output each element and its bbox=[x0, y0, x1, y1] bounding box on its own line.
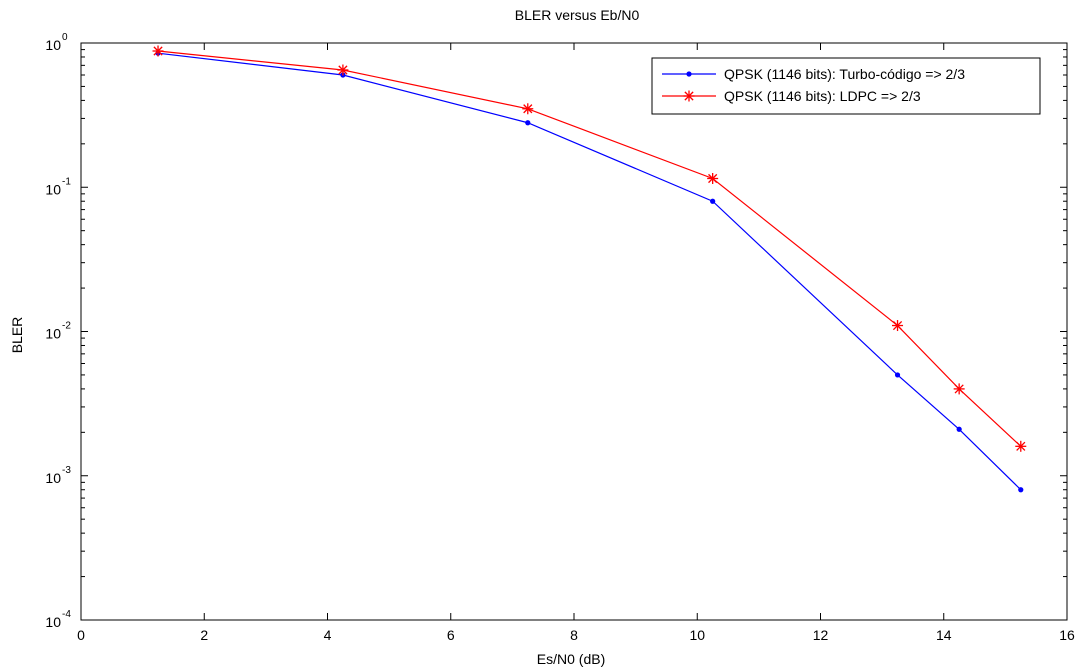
x-tick-label: 0 bbox=[77, 627, 85, 643]
y-tick-label: 10 -2 bbox=[45, 321, 71, 342]
y-tick-base: 10 bbox=[45, 181, 61, 197]
y-tick-label: 10 -3 bbox=[45, 465, 71, 486]
data-point bbox=[337, 64, 349, 76]
y-tick-label: 10 -4 bbox=[45, 609, 71, 630]
star-stroke bbox=[892, 320, 903, 331]
y-axis-label: BLER bbox=[9, 317, 25, 354]
x-tick-label: 14 bbox=[936, 627, 952, 643]
star-stroke bbox=[153, 46, 163, 56]
data-point bbox=[956, 426, 962, 432]
data-point bbox=[1015, 440, 1027, 452]
legend: QPSK (1146 bits): Turbo-código => 2/3 QPS… bbox=[651, 57, 1041, 115]
x-tick-label: 8 bbox=[570, 627, 578, 643]
legend-label: QPSK (1146 bits): Turbo-código => 2/3 bbox=[724, 66, 965, 82]
y-tick-exponent: -1 bbox=[62, 176, 71, 187]
x-tick-label: 6 bbox=[447, 627, 455, 643]
chart-title: BLER versus Eb/N0 bbox=[515, 7, 640, 23]
y-tick-base: 10 bbox=[45, 326, 61, 342]
y-tick-label: 10 -1 bbox=[45, 176, 71, 197]
legend-marker bbox=[686, 71, 692, 77]
star-stroke bbox=[954, 384, 964, 394]
plot-area bbox=[80, 42, 1068, 621]
data-point bbox=[525, 120, 531, 126]
x-tick-label: 16 bbox=[1059, 627, 1075, 643]
legend-box bbox=[651, 57, 1041, 115]
y-tick-exponent: 0 bbox=[62, 32, 68, 43]
series-layer bbox=[152, 45, 1027, 493]
data-point bbox=[953, 383, 965, 395]
y-tick-label: 10 0 bbox=[45, 32, 68, 53]
data-point bbox=[1018, 487, 1024, 493]
y-tick-base: 10 bbox=[45, 470, 61, 486]
y-tick-exponent: -2 bbox=[62, 321, 71, 332]
star-stroke bbox=[338, 65, 348, 75]
x-tick-label: 10 bbox=[689, 627, 705, 643]
x-axis-label: Es/N0 (dB) bbox=[537, 651, 605, 667]
data-point bbox=[152, 45, 164, 57]
star-stroke bbox=[684, 91, 694, 101]
legend-item: QPSK (1146 bits): LDPC => 2/3 bbox=[662, 88, 921, 104]
data-point bbox=[892, 320, 904, 332]
x-tick-label: 12 bbox=[813, 627, 829, 643]
y-tick-base: 10 bbox=[45, 37, 61, 53]
legend-item: QPSK (1146 bits): Turbo-código => 2/3 bbox=[662, 66, 965, 82]
star-stroke bbox=[523, 104, 533, 114]
x-tick-label: 2 bbox=[200, 627, 208, 643]
legend-marker bbox=[683, 90, 695, 102]
legend-label: QPSK (1146 bits): LDPC => 2/3 bbox=[724, 88, 921, 104]
data-point bbox=[710, 198, 716, 204]
data-point bbox=[522, 103, 534, 115]
y-tick-base: 10 bbox=[45, 614, 61, 630]
y-tick-exponent: -4 bbox=[62, 609, 71, 620]
y-tick-exponent: -3 bbox=[62, 465, 71, 476]
star-stroke bbox=[1016, 441, 1026, 451]
series-2 bbox=[152, 45, 1027, 452]
x-tick-label: 4 bbox=[324, 627, 332, 643]
data-point bbox=[894, 372, 901, 378]
data-point bbox=[707, 172, 719, 184]
star-stroke bbox=[708, 173, 718, 184]
